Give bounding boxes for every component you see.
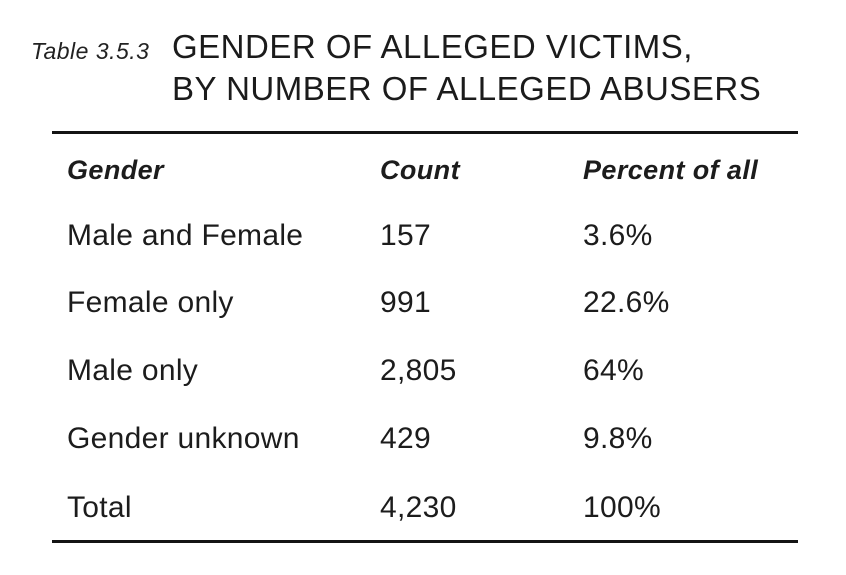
cell-count: 4,230 [380,491,457,524]
cell-gender: Gender unknown [67,422,300,455]
table-caption-label: Table 3.5.3 [31,38,150,64]
table-row-total: Total 4,230 100% [52,491,798,525]
cell-gender: Male and Female [67,219,304,252]
table-title-line2: BY NUMBER OF ALLEGED ABUSERS [172,70,762,107]
cell-count: 429 [380,422,431,455]
table-header-row: Gender Count Percent of all [52,153,798,187]
cell-gender: Male only [67,354,199,387]
column-header-gender: Gender [67,155,164,185]
cell-gender: Total [67,491,132,524]
table-top-rule [52,131,798,134]
cell-count: 991 [380,286,431,319]
column-header-count: Count [380,155,460,185]
table-row: Male only 2,805 64% [52,354,798,388]
column-header-percent: Percent of all [583,155,759,185]
cell-count: 157 [380,219,431,252]
table-bottom-rule [52,540,798,543]
cell-percent: 64% [583,354,644,387]
table-row: Female only 991 22.6% [52,286,798,320]
table-title-line1: GENDER OF ALLEGED VICTIMS, [172,28,693,65]
cell-percent: 100% [583,491,661,524]
table-title: GENDER OF ALLEGED VICTIMS, BY NUMBER OF … [172,26,761,110]
table-row: Gender unknown 429 9.8% [52,422,798,456]
cell-percent: 9.8% [583,422,653,455]
cell-percent: 3.6% [583,219,653,252]
cell-gender: Female only [67,286,234,319]
cell-count: 2,805 [380,354,457,387]
cell-percent: 22.6% [583,286,670,319]
table-row: Male and Female 157 3.6% [52,219,798,253]
